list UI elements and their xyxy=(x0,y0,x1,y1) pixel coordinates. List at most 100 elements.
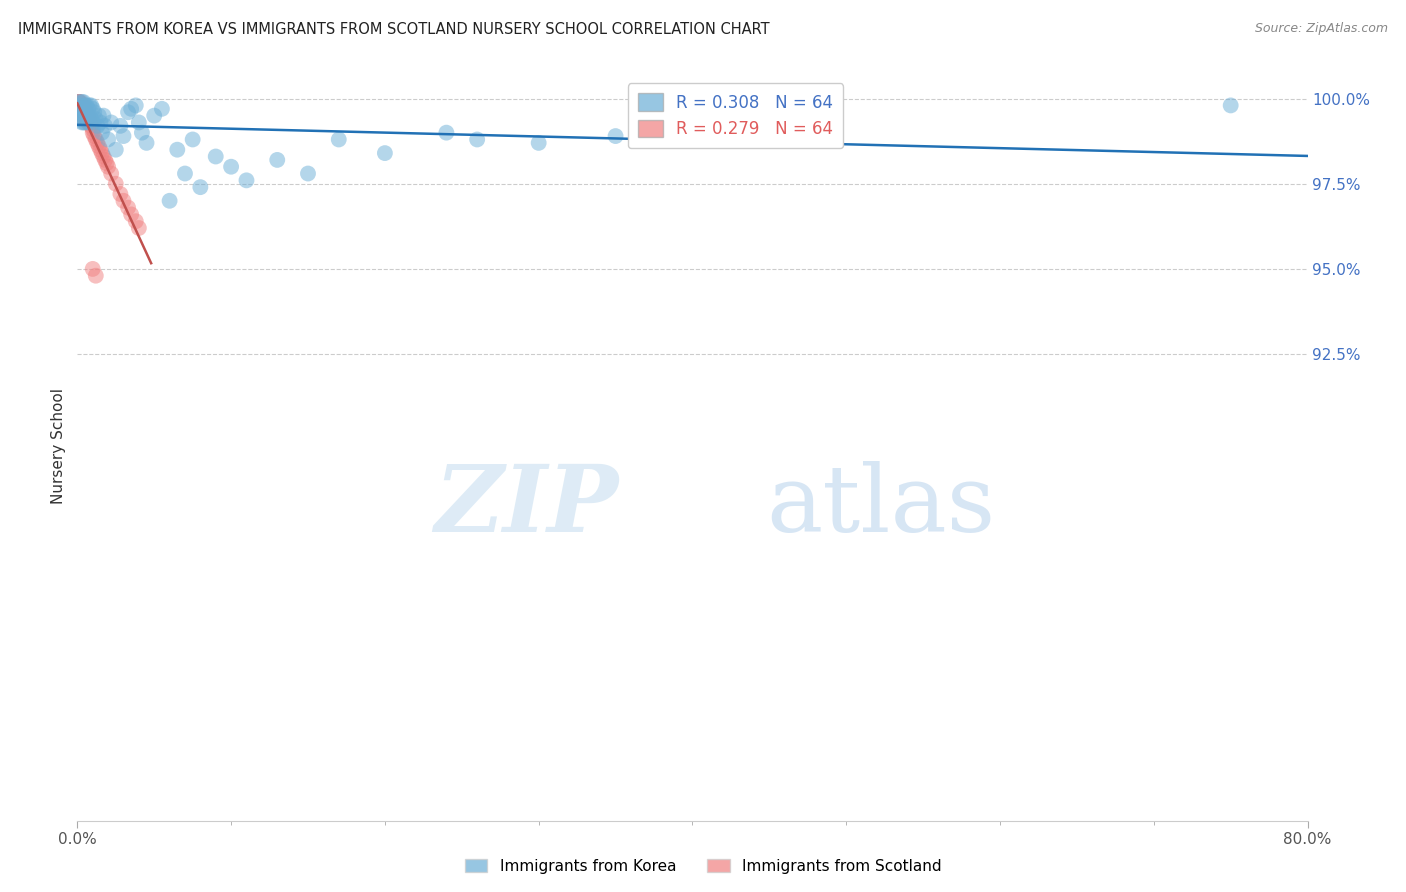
Immigrants from Scotland xyxy=(69,98,91,112)
Text: ZIP: ZIP xyxy=(434,461,619,551)
Immigrants from Scotland xyxy=(67,102,90,116)
Immigrants from Scotland xyxy=(70,98,93,112)
Immigrants from Scotland xyxy=(69,109,91,123)
Immigrants from Scotland xyxy=(67,95,90,109)
Immigrants from Korea xyxy=(69,98,91,112)
Legend: Immigrants from Korea, Immigrants from Scotland: Immigrants from Korea, Immigrants from S… xyxy=(458,853,948,880)
Immigrants from Scotland xyxy=(76,112,98,126)
Immigrants from Korea xyxy=(328,132,350,146)
Immigrants from Scotland xyxy=(79,115,101,129)
Immigrants from Korea xyxy=(90,126,114,140)
Immigrants from Scotland xyxy=(72,109,94,123)
Immigrants from Scotland xyxy=(100,167,122,181)
Immigrants from Korea xyxy=(125,98,148,112)
Immigrants from Scotland xyxy=(69,105,91,120)
Immigrants from Scotland xyxy=(67,98,90,112)
Immigrants from Scotland xyxy=(82,261,104,276)
Immigrants from Scotland xyxy=(93,149,115,163)
Y-axis label: Nursery School: Nursery School xyxy=(51,388,66,504)
Immigrants from Korea xyxy=(1219,98,1241,112)
Immigrants from Korea xyxy=(188,180,212,194)
Immigrants from Korea xyxy=(436,126,458,140)
Immigrants from Korea xyxy=(79,109,101,123)
Immigrants from Korea xyxy=(135,136,157,150)
Immigrants from Korea xyxy=(93,109,115,123)
Immigrants from Scotland xyxy=(67,102,90,116)
Immigrants from Korea xyxy=(527,136,550,150)
Immigrants from Korea xyxy=(465,132,488,146)
Immigrants from Scotland xyxy=(77,112,100,126)
Immigrants from Scotland xyxy=(110,186,132,201)
Immigrants from Korea xyxy=(80,98,103,112)
Text: atlas: atlas xyxy=(766,461,995,551)
Immigrants from Scotland xyxy=(94,153,117,167)
Immigrants from Scotland xyxy=(104,177,127,191)
Immigrants from Scotland xyxy=(128,221,150,235)
Text: Source: ZipAtlas.com: Source: ZipAtlas.com xyxy=(1254,22,1388,36)
Immigrants from Scotland xyxy=(76,105,98,120)
Immigrants from Scotland xyxy=(87,139,110,153)
Immigrants from Korea xyxy=(128,115,150,129)
Immigrants from Korea xyxy=(97,132,120,146)
Immigrants from Scotland xyxy=(72,112,94,126)
Immigrants from Scotland xyxy=(117,201,139,215)
Immigrants from Korea xyxy=(70,109,93,123)
Immigrants from Scotland xyxy=(80,115,103,129)
Immigrants from Scotland xyxy=(73,109,96,123)
Immigrants from Korea xyxy=(84,112,107,126)
Immigrants from Scotland xyxy=(97,160,120,174)
Immigrants from Korea xyxy=(682,122,704,136)
Immigrants from Korea xyxy=(82,102,104,116)
Immigrants from Korea xyxy=(266,153,288,167)
Immigrants from Korea xyxy=(204,149,226,163)
Immigrants from Korea xyxy=(143,109,166,123)
Immigrants from Korea xyxy=(94,119,117,133)
Immigrants from Scotland xyxy=(67,98,90,112)
Immigrants from Korea xyxy=(166,143,188,157)
Immigrants from Korea xyxy=(159,194,181,208)
Immigrants from Korea xyxy=(100,115,122,129)
Immigrants from Scotland xyxy=(69,105,91,120)
Immigrants from Korea xyxy=(69,112,91,126)
Immigrants from Scotland xyxy=(69,102,91,116)
Legend: R = 0.308   N = 64, R = 0.279   N = 64: R = 0.308 N = 64, R = 0.279 N = 64 xyxy=(628,84,844,148)
Immigrants from Korea xyxy=(80,112,103,126)
Immigrants from Scotland xyxy=(72,98,94,112)
Immigrants from Scotland xyxy=(70,98,93,112)
Immigrants from Korea xyxy=(104,143,127,157)
Immigrants from Korea xyxy=(70,102,93,116)
Immigrants from Korea xyxy=(219,160,242,174)
Immigrants from Scotland xyxy=(69,98,91,112)
Immigrants from Korea xyxy=(89,115,111,129)
Immigrants from Scotland xyxy=(73,102,96,116)
Immigrants from Korea xyxy=(67,95,90,109)
Immigrants from Scotland xyxy=(77,109,100,123)
Immigrants from Scotland xyxy=(90,146,114,161)
Immigrants from Korea xyxy=(87,109,110,123)
Immigrants from Korea xyxy=(70,115,93,129)
Immigrants from Korea xyxy=(73,98,96,112)
Immigrants from Korea xyxy=(76,109,98,123)
Immigrants from Scotland xyxy=(70,102,93,116)
Immigrants from Scotland xyxy=(112,194,135,208)
Immigrants from Korea xyxy=(131,126,153,140)
Immigrants from Scotland xyxy=(79,112,101,126)
Immigrants from Scotland xyxy=(125,214,148,228)
Immigrants from Korea xyxy=(69,105,91,120)
Immigrants from Korea xyxy=(82,115,104,129)
Immigrants from Korea xyxy=(67,102,90,116)
Immigrants from Scotland xyxy=(76,109,98,123)
Immigrants from Korea xyxy=(150,102,173,116)
Immigrants from Scotland xyxy=(69,95,91,109)
Immigrants from Scotland xyxy=(86,136,108,150)
Immigrants from Scotland xyxy=(70,109,93,123)
Immigrants from Korea xyxy=(86,119,108,133)
Immigrants from Korea xyxy=(83,105,105,120)
Immigrants from Korea xyxy=(605,129,627,144)
Immigrants from Scotland xyxy=(82,126,104,140)
Immigrants from Korea xyxy=(79,98,101,112)
Immigrants from Korea xyxy=(77,102,100,116)
Immigrants from Scotland xyxy=(67,95,90,109)
Immigrants from Korea xyxy=(110,119,132,133)
Immigrants from Korea xyxy=(77,115,100,129)
